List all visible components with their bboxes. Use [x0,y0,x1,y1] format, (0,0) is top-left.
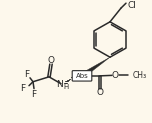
Polygon shape [81,57,110,78]
Text: Cl: Cl [128,1,137,10]
Text: Abs: Abs [76,73,88,79]
Text: O: O [47,56,55,65]
Text: O: O [112,71,119,80]
Text: F: F [24,70,29,79]
FancyBboxPatch shape [72,71,92,81]
Text: O: O [97,88,104,97]
Text: N: N [56,80,63,89]
Text: F: F [20,84,26,93]
Text: H: H [64,84,69,90]
Text: CH₃: CH₃ [133,71,147,80]
Text: F: F [31,90,37,99]
